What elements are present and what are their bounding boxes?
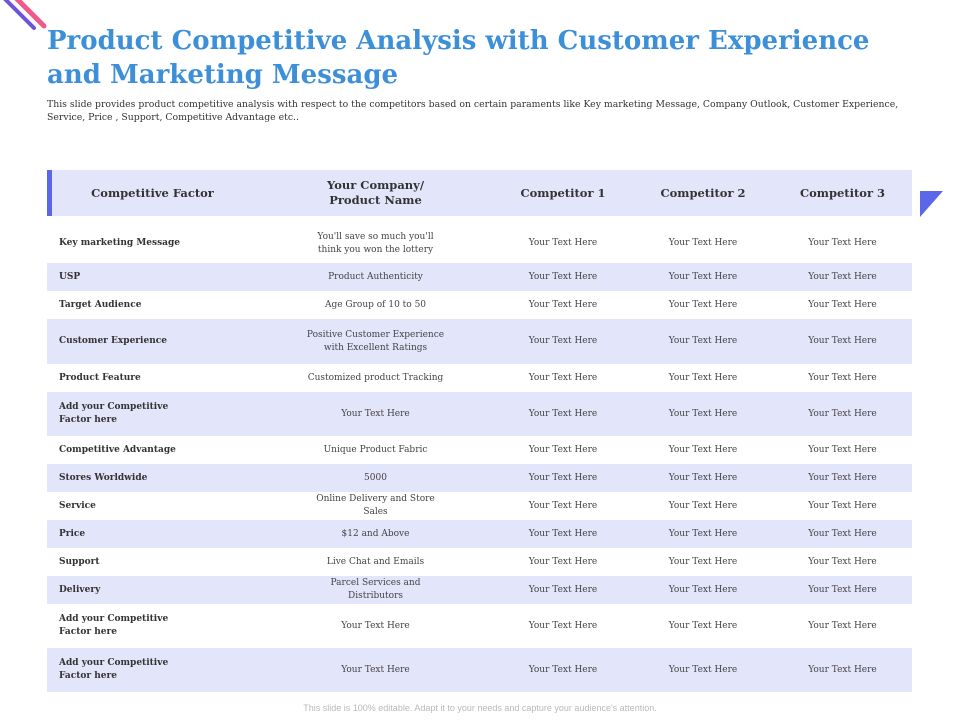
row-company-value: Parcel Services and Distributors: [330, 578, 421, 601]
row-competitor-1-value: Your Text Here: [528, 271, 598, 282]
page-title: Product Competitive Analysis with Custom…: [47, 26, 870, 90]
row-factor-label: Add your Competitive Factor here: [59, 658, 169, 681]
header-your-company: Your Company/ Product Name: [326, 178, 425, 207]
row-competitor-2-value: Your Text Here: [668, 444, 738, 455]
row-factor-label: Target Audience: [59, 299, 142, 310]
table-row: Customer Experience Positive Customer Exp…: [47, 319, 912, 364]
row-company-value: $12 and Above: [341, 528, 410, 539]
row-competitor-3-value: Your Text Here: [808, 500, 877, 511]
row-competitor-1-value: Your Text Here: [528, 472, 598, 483]
row-competitor-1-value: Your Text Here: [528, 408, 598, 419]
row-factor-label: Add your Competitive Factor here: [59, 402, 169, 425]
row-competitor-1-value: Your Text Here: [528, 584, 598, 595]
table-row: Price $12 and Above Your Text Here Your Tex…: [47, 520, 912, 548]
row-competitor-3-value: Your Text Here: [808, 584, 877, 595]
header-competitive-factor: Competitive Factor: [91, 185, 214, 200]
row-factor-label: USP: [59, 271, 81, 282]
row-competitor-1-value: Your Text Here: [528, 664, 598, 675]
row-competitor-2-value: Your Text Here: [668, 528, 738, 539]
row-factor-label: Competitive Advantage: [59, 444, 176, 455]
table-row: Add your Competitive Factor here Your Tex…: [47, 604, 912, 648]
header-competitor-2: Competitor 2: [660, 185, 746, 200]
row-competitor-3-value: Your Text Here: [808, 408, 877, 419]
table-row: Service Online Delivery and Store Sales Yo…: [47, 492, 912, 520]
header-accent-bar: [47, 170, 52, 216]
corner-stripes-decoration: [3, 0, 47, 30]
row-factor-label: Support: [59, 556, 100, 567]
row-company-value: 5000: [364, 472, 387, 483]
row-competitor-2-value: Your Text Here: [668, 556, 738, 567]
row-competitor-2-value: Your Text Here: [668, 372, 738, 383]
header-competitor-1: Competitor 1: [520, 185, 606, 200]
row-competitor-2-value: Your Text Here: [668, 238, 738, 248]
row-factor-label: Service: [59, 500, 96, 511]
row-competitor-1-value: Your Text Here: [528, 336, 598, 346]
row-competitor-3-value: Your Text Here: [808, 299, 877, 310]
row-competitor-2-value: Your Text Here: [668, 620, 738, 631]
row-competitor-3-value: Your Text Here: [808, 336, 877, 346]
row-competitor-1-value: Your Text Here: [528, 238, 598, 248]
comparison-table-body: Key marketing Message You'll save so much…: [47, 224, 912, 692]
row-competitor-3-value: Your Text Here: [808, 271, 877, 282]
row-company-value: You'll save so much you'll think you won…: [317, 231, 434, 255]
row-competitor-2-value: Your Text Here: [668, 664, 738, 675]
table-row: Competitive Advantage Unique Product Fabr…: [47, 436, 912, 464]
row-factor-label: Key marketing Message: [59, 238, 180, 248]
header-competitor-3: Competitor 3: [799, 185, 886, 200]
row-competitor-3-value: Your Text Here: [808, 664, 877, 675]
row-competitor-3-value: Your Text Here: [808, 444, 877, 455]
row-competitor-2-value: Your Text Here: [668, 408, 738, 419]
row-competitor-1-value: Your Text Here: [528, 500, 598, 511]
table-row: Key marketing Message You'll save so much…: [47, 224, 912, 263]
table-row: Delivery Parcel Services and Distributors…: [47, 576, 912, 604]
row-company-value: Age Group of 10 to 50: [324, 299, 427, 310]
table-row: Target Audience Age Group of 10 to 50 Your…: [47, 291, 912, 319]
row-competitor-1-value: Your Text Here: [528, 556, 598, 567]
row-company-value: Customized product Tracking: [307, 372, 444, 383]
row-competitor-3-value: Your Text Here: [808, 620, 877, 631]
row-competitor-3-value: Your Text Here: [808, 528, 877, 539]
row-competitor-1-value: Your Text Here: [528, 444, 598, 455]
row-company-value: Product Authenticity: [328, 271, 423, 282]
row-competitor-2-value: Your Text Here: [668, 271, 738, 282]
row-company-value: Your Text Here: [341, 664, 410, 675]
row-competitor-1-value: Your Text Here: [528, 620, 598, 631]
row-company-value: Online Delivery and Store Sales: [316, 494, 435, 517]
table-row: Add your Competitive Factor here Your Tex…: [47, 648, 912, 692]
row-competitor-3-value: Your Text Here: [808, 472, 877, 483]
row-competitor-3-value: Your Text Here: [808, 556, 877, 567]
row-factor-label: Delivery: [59, 584, 101, 595]
row-factor-label: Price: [59, 528, 86, 539]
table-row: Stores Worldwide 5000 Your Text Here Your T…: [47, 464, 912, 492]
table-header: Competitive Factor Your Company/ Product…: [47, 170, 912, 216]
table-row: Product Feature Customized product Tracki…: [47, 364, 912, 392]
row-factor-label: Product Feature: [59, 372, 141, 383]
row-company-value: Live Chat and Emails: [326, 556, 425, 567]
table-row: Add your Competitive Factor here Your Tex…: [47, 392, 912, 436]
row-factor-label: Stores Worldwide: [59, 472, 148, 483]
table-row: Support Live Chat and Emails Your Text Her…: [47, 548, 912, 576]
row-competitor-3-value: Your Text Here: [808, 372, 877, 383]
row-factor-label: Add your Competitive Factor here: [59, 614, 169, 637]
row-factor-label: Customer Experience: [59, 336, 167, 346]
row-competitor-2-value: Your Text Here: [668, 584, 738, 595]
row-competitor-2-value: Your Text Here: [668, 336, 738, 346]
footer-note: This slide is 100% editable. Adapt it to…: [303, 703, 657, 713]
row-competitor-1-value: Your Text Here: [528, 299, 598, 310]
row-competitor-1-value: Your Text Here: [528, 372, 598, 383]
row-competitor-2-value: Your Text Here: [668, 299, 738, 310]
row-company-value: Your Text Here: [341, 620, 410, 631]
row-competitor-1-value: Your Text Here: [528, 528, 598, 539]
row-competitor-3-value: Your Text Here: [808, 238, 877, 248]
row-competitor-2-value: Your Text Here: [668, 472, 738, 483]
row-competitor-2-value: Your Text Here: [668, 500, 738, 511]
row-company-value: Your Text Here: [341, 408, 410, 419]
corner-triangle-decoration: [920, 191, 943, 217]
row-company-value: Positive Customer Experience with Excell…: [306, 329, 445, 353]
row-company-value: Unique Product Fabric: [323, 444, 428, 455]
page-subtitle: This slide provides product competitive …: [47, 99, 899, 123]
table-row: USP Product Authenticity Your Text Here You…: [47, 263, 912, 291]
